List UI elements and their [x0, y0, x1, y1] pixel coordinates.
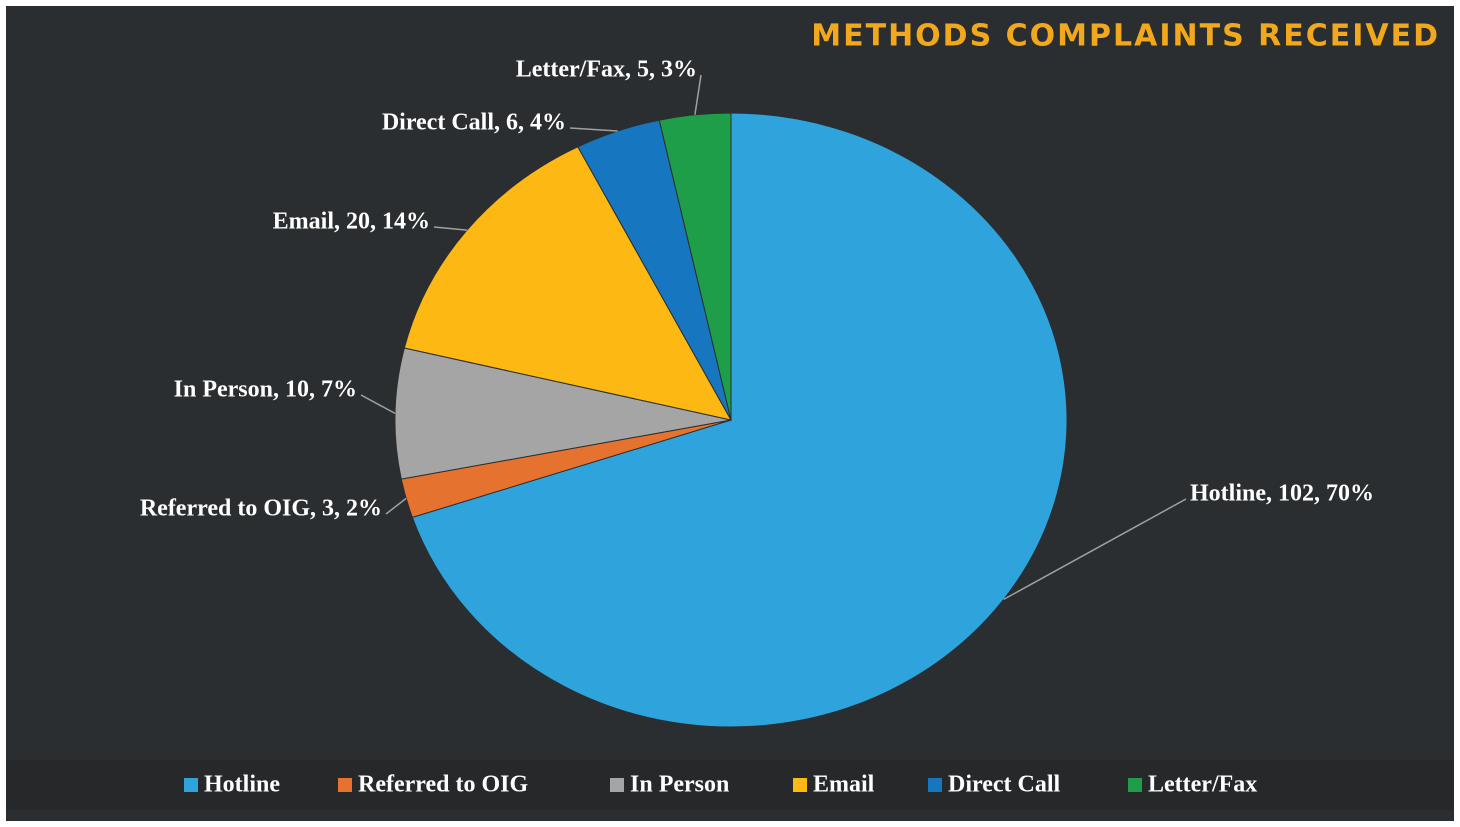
leader-line [694, 74, 702, 115]
data-label: In Person, 10, 7% [174, 377, 357, 403]
data-label: Direct Call, 6, 4% [382, 110, 566, 136]
legend-label: In Person [630, 772, 729, 798]
leader-line [433, 226, 468, 231]
legend-band [6, 760, 1454, 810]
pie-slice [403, 146, 732, 421]
leader-line [1003, 498, 1187, 601]
chart-title: METHODS COMPLAINTS RECEIVED [811, 19, 1440, 54]
leader-line [385, 497, 407, 515]
legend-swatch [928, 778, 942, 792]
pie-slice [658, 112, 732, 421]
legend-swatch [1128, 778, 1142, 792]
legend-swatch [610, 778, 624, 792]
data-label: Letter/Fax, 5, 3% [516, 57, 697, 83]
legend-label: Email [813, 772, 875, 798]
legend-label: Letter/Fax [1148, 772, 1257, 798]
data-label: Referred to OIG, 3, 2% [140, 496, 382, 522]
legend-swatch [184, 778, 198, 792]
legend-swatch [338, 778, 352, 792]
legend-swatch [793, 778, 807, 792]
legend-label: Referred to OIG [358, 772, 529, 798]
pie-slice [411, 112, 1068, 728]
leader-line [569, 127, 618, 132]
legend-label: Hotline [204, 772, 280, 798]
leader-line [360, 394, 396, 415]
data-label: Email, 20, 14% [273, 209, 430, 235]
data-label: Hotline, 102, 70% [1190, 481, 1374, 507]
legend-label: Direct Call [948, 772, 1061, 798]
